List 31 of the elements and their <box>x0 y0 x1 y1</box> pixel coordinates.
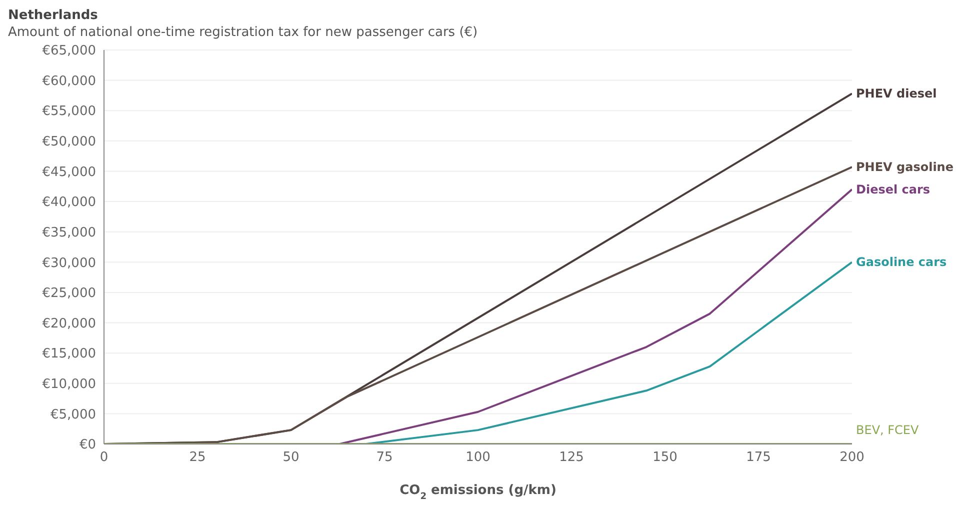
x-tick-label: 75 <box>376 450 393 466</box>
x-tick-label: 125 <box>559 450 584 466</box>
y-tick-label: €50,000 <box>42 134 96 150</box>
y-tick-label: €35,000 <box>42 225 96 240</box>
y-tick-label: €60,000 <box>42 74 96 89</box>
chart-title: Netherlands <box>8 8 99 23</box>
x-tick-label: 25 <box>189 450 206 466</box>
y-tick-label: €5,000 <box>50 407 96 422</box>
x-tick-label: 50 <box>282 450 300 466</box>
x-tick-label: 100 <box>466 450 490 466</box>
x-tick-label: 0 <box>100 450 108 466</box>
x-tick-label: 175 <box>746 450 771 466</box>
chart-subtitle: Amount of national one-time registration tax for new passenger cars (€) <box>8 25 479 40</box>
y-tick-label: €20,000 <box>42 316 96 332</box>
y-tick-label: €45,000 <box>42 164 96 180</box>
y-tick-label: €25,000 <box>42 286 96 302</box>
series-label: PHEV diesel <box>856 86 937 101</box>
x-tick-label: 150 <box>652 450 678 466</box>
y-tick-label: €0 <box>79 438 96 453</box>
y-tick-label: €40,000 <box>42 195 96 210</box>
y-tick-label: €15,000 <box>42 346 96 362</box>
series-label: Gasoline cars <box>856 255 947 270</box>
series-label: PHEV gasoline <box>856 160 954 174</box>
y-tick-label: €30,000 <box>42 256 96 271</box>
series-label: BEV, FCEV <box>856 423 920 437</box>
y-tick-label: €65,000 <box>42 44 96 59</box>
series-label: Diesel cars <box>856 182 930 196</box>
x-axis-title: CO$_{2}$ emissions (g/km) <box>400 483 556 502</box>
y-tick-label: €55,000 <box>42 104 96 120</box>
y-tick-label: €10,000 <box>42 377 96 392</box>
x-tick-label: 200 <box>840 450 864 466</box>
